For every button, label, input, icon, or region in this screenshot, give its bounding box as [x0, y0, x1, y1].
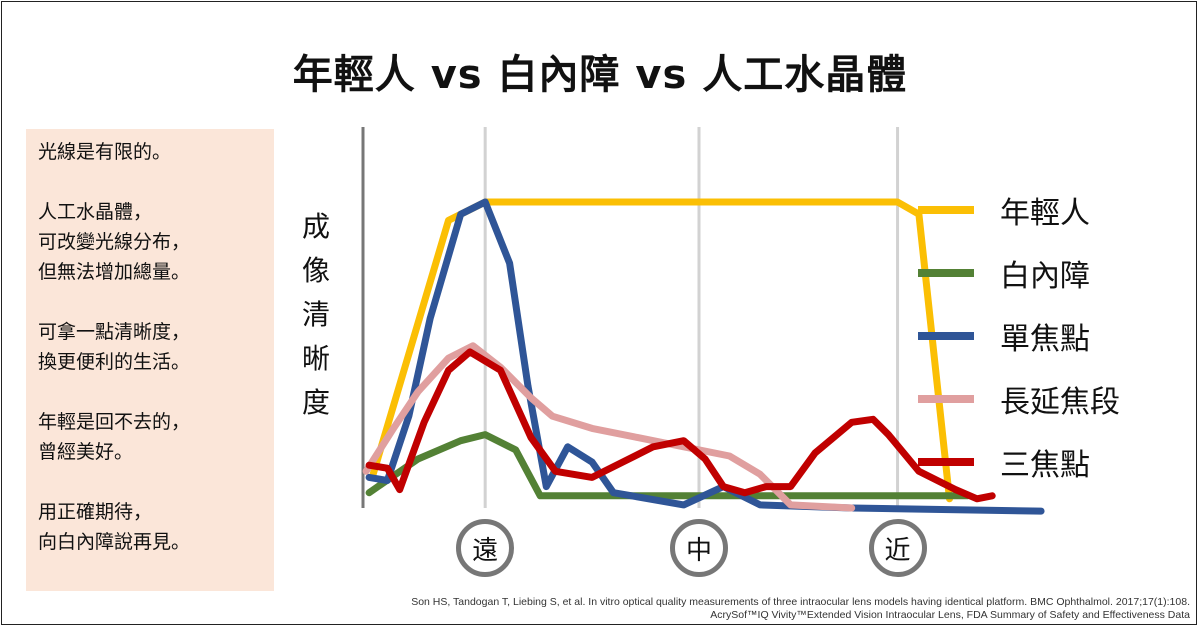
legend-label: 白內障 — [1000, 258, 1090, 294]
y-axis-label-char: 清 — [301, 298, 330, 331]
legend-item: 白內障 — [918, 241, 1120, 304]
legend-swatch — [918, 268, 974, 277]
side-paragraph-4: 年輕是回不去的， 曾經美好。 — [38, 411, 191, 463]
y-axis-label-char: 像 — [301, 254, 330, 287]
legend-label: 單焦點 — [1000, 321, 1090, 357]
y-axis-label-char: 成 — [301, 210, 330, 243]
x-tick-middle: 中 — [670, 519, 728, 577]
series-line — [362, 342, 856, 512]
x-tick-far: 遠 — [456, 519, 515, 577]
legend-label: 長延焦段 — [1000, 384, 1120, 420]
chart-title: 年輕人 vs 白內障 vs 人工水晶體 — [292, 52, 908, 98]
legend-item: 長延焦段 — [918, 367, 1120, 430]
series-line — [368, 198, 953, 503]
y-axis-label-char: 晰 — [301, 342, 330, 375]
y-axis-label: 成像清晰度 — [296, 205, 336, 425]
legend-swatch — [918, 205, 974, 214]
legend-item: 三焦點 — [918, 430, 1120, 493]
y-axis-label-char: 度 — [301, 386, 330, 419]
source-line-1: Son HS, Tandogan T, Liebing S, et al. In… — [411, 596, 1190, 608]
legend-swatch — [918, 457, 974, 466]
legend-label: 年輕人 — [1000, 195, 1090, 231]
legend-swatch — [918, 394, 974, 403]
legend-item: 年輕人 — [918, 178, 1120, 241]
legend: 年輕人 白內障 單焦點 長延焦段 三焦點 — [918, 178, 1120, 493]
legend-label: 三焦點 — [1000, 447, 1090, 483]
side-paragraph-2: 人工水晶體， 可改變光線分布， 但無法增加總量。 — [38, 201, 191, 283]
source-citation: Son HS, Tandogan T, Liebing S, et al. In… — [411, 596, 1190, 622]
series-line — [365, 348, 996, 503]
source-line-2: AcrySof™IQ Vivity™Extended Vision Intrao… — [710, 609, 1190, 621]
side-paragraph-5: 用正確期待， 向白內障說再見。 — [38, 501, 191, 553]
side-paragraph-3: 可拿一點清晰度， 換更便利的生活。 — [38, 321, 191, 373]
legend-swatch — [918, 331, 974, 340]
side-paragraph-1: 光線是有限的。 — [38, 141, 172, 163]
side-panel: 光線是有限的。 人工水晶體， 可改變光線分布， 但無法增加總量。 可拿一點清晰度… — [26, 129, 274, 591]
x-tick-near: 近 — [868, 519, 927, 577]
legend-item: 單焦點 — [918, 304, 1120, 367]
